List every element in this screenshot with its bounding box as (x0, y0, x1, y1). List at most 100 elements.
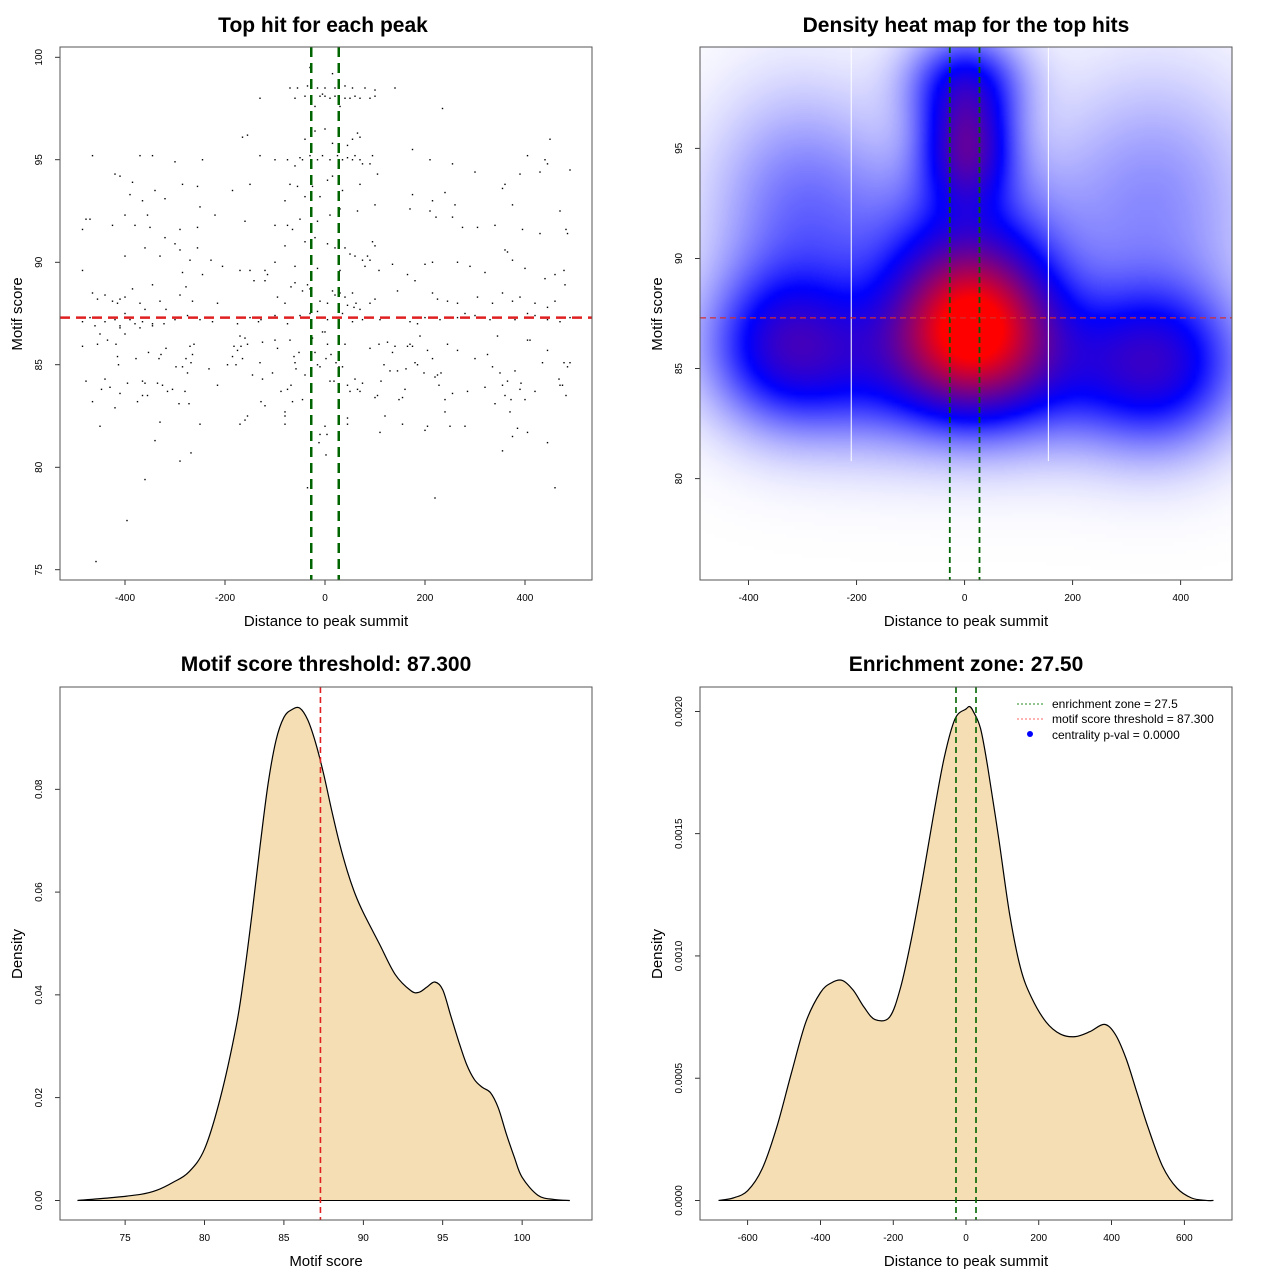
scatter-point (291, 228, 294, 231)
scatter-point (429, 210, 431, 212)
scatter-point (81, 228, 84, 231)
scatter-point (119, 327, 121, 329)
scatter-point (329, 380, 331, 382)
scatter-point (464, 312, 466, 315)
scatter-point (325, 357, 327, 360)
scatter-point (333, 380, 335, 382)
scatter-point (374, 89, 376, 91)
scatter-point (461, 226, 464, 229)
scatter-point (179, 249, 181, 251)
scatter-point (163, 323, 165, 325)
scatter-point (424, 263, 426, 265)
scatter-point (216, 302, 219, 304)
scatter-point (276, 347, 279, 350)
scatter-point (344, 97, 346, 99)
scatter-point (539, 171, 541, 173)
scatter-point (139, 327, 141, 329)
scatter-point (185, 357, 187, 360)
scatter-point (96, 298, 99, 300)
scatter-point (321, 331, 324, 333)
scatter-point (274, 159, 276, 161)
scatter-point (520, 382, 522, 384)
scatter-point (411, 148, 414, 151)
distance-density-ylabel: Density (649, 928, 666, 979)
score-density-plot-frame (59, 686, 593, 1221)
scatter-point (386, 341, 389, 343)
scatter-point (569, 316, 571, 319)
heatmap-xtick-label: 400 (1172, 593, 1189, 604)
scatter-point (311, 185, 314, 188)
scatter-point (261, 341, 264, 343)
scatter-point (451, 392, 454, 395)
scatter-point (511, 259, 514, 261)
scatter-point (329, 214, 331, 216)
score-density-xtick-label: 85 (278, 1233, 290, 1244)
scatter-point (334, 247, 336, 249)
scatter-point (341, 189, 344, 192)
scatter-point (124, 333, 126, 335)
scatter-point (314, 236, 316, 239)
distance-density-curve (718, 705, 1214, 1202)
scatter-point (331, 72, 334, 75)
scatter-point (304, 95, 306, 97)
scatter-point (356, 388, 359, 391)
scatter-point (379, 431, 381, 434)
scatter-point (299, 314, 301, 317)
scatter-point (85, 380, 87, 382)
scatter-point (89, 316, 91, 319)
scatter-point (119, 175, 121, 177)
scatter-point (534, 302, 536, 304)
scatter-point (241, 357, 244, 360)
scatter-point (290, 286, 292, 288)
scatter-point (456, 302, 459, 304)
scatter-point (294, 282, 296, 284)
scatter-point (341, 366, 344, 368)
scatter-point (161, 384, 164, 386)
scatter-point (284, 302, 286, 304)
scatter-point (351, 87, 354, 89)
scatter-point (436, 374, 439, 376)
scatter-point (371, 241, 374, 243)
scatter-point (346, 157, 349, 159)
scatter-point (353, 306, 355, 309)
score-density-xlabel: Motif score (289, 1253, 362, 1270)
scatter-point (191, 300, 194, 302)
scatter-point (114, 173, 116, 175)
scatter-point (290, 384, 292, 386)
scatter-point (99, 425, 101, 427)
scatter-point (244, 337, 246, 339)
scatter-point (544, 277, 546, 280)
distance-density-ytick-label: 0.0015 (674, 818, 685, 849)
scatter-point (299, 157, 301, 159)
scatter-point (324, 87, 326, 89)
score-density-xtick-label: 75 (120, 1233, 132, 1244)
scatter-point (398, 398, 400, 401)
scatter-ytick-label: 85 (34, 359, 45, 371)
scatter-point (91, 400, 94, 403)
scatter-point (257, 321, 260, 323)
scatter-point (210, 259, 212, 261)
scatter-point (349, 97, 351, 99)
scatter-point (376, 173, 379, 175)
legend-threshold-label: motif score threshold = 87.300 (1052, 712, 1214, 726)
scatter-point (251, 374, 254, 376)
distance-density-plot-frame (699, 686, 1233, 1221)
scatter-point (456, 349, 459, 352)
scatter-point (244, 220, 246, 222)
scatter-point (141, 200, 144, 202)
scatter-point (431, 292, 434, 294)
scatter-point (274, 314, 276, 317)
scatter-point (165, 347, 167, 350)
scatter-point (376, 394, 379, 397)
score-density-ytick-label: 0.00 (34, 1190, 45, 1210)
scatter-point (186, 314, 189, 317)
scatter-point (181, 366, 184, 368)
scatter-point (306, 284, 309, 286)
scatter-point (454, 204, 456, 206)
scatter-point (175, 366, 177, 368)
scatter-point (264, 269, 266, 272)
scatter-point (114, 407, 116, 409)
scatter-point (404, 388, 406, 391)
scatter-point (334, 87, 336, 89)
scatter-point (151, 323, 154, 325)
